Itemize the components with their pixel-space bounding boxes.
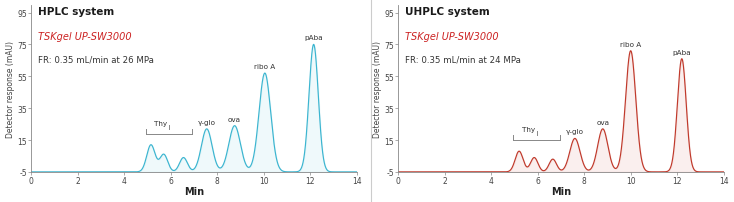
Text: ribo A: ribo A: [254, 64, 275, 70]
Text: HPLC system: HPLC system: [37, 7, 114, 17]
Text: UHPLC system: UHPLC system: [404, 7, 490, 17]
Text: γ-glo: γ-glo: [566, 129, 584, 135]
Text: pAba: pAba: [672, 49, 691, 56]
Text: TSKgel UP-SW3000: TSKgel UP-SW3000: [404, 32, 498, 42]
X-axis label: Min: Min: [184, 186, 204, 197]
Text: γ-glo: γ-glo: [197, 119, 216, 125]
Text: FR: 0.35 mL/min at 26 MPa: FR: 0.35 mL/min at 26 MPa: [37, 56, 153, 64]
Text: Thy: Thy: [522, 126, 535, 132]
Y-axis label: Detector response (mAU): Detector response (mAU): [373, 41, 382, 137]
Text: FR: 0.35 mL/min at 24 MPa: FR: 0.35 mL/min at 24 MPa: [404, 56, 520, 64]
X-axis label: Min: Min: [551, 186, 571, 197]
Y-axis label: Detector response (mAU): Detector response (mAU): [6, 41, 15, 137]
Text: ribo A: ribo A: [620, 42, 642, 47]
Text: ova: ova: [228, 116, 241, 122]
Text: ova: ova: [596, 119, 609, 125]
Text: TSKgel UP-SW3000: TSKgel UP-SW3000: [37, 32, 131, 42]
Text: Thy: Thy: [153, 120, 167, 126]
Text: pAba: pAba: [305, 35, 323, 41]
